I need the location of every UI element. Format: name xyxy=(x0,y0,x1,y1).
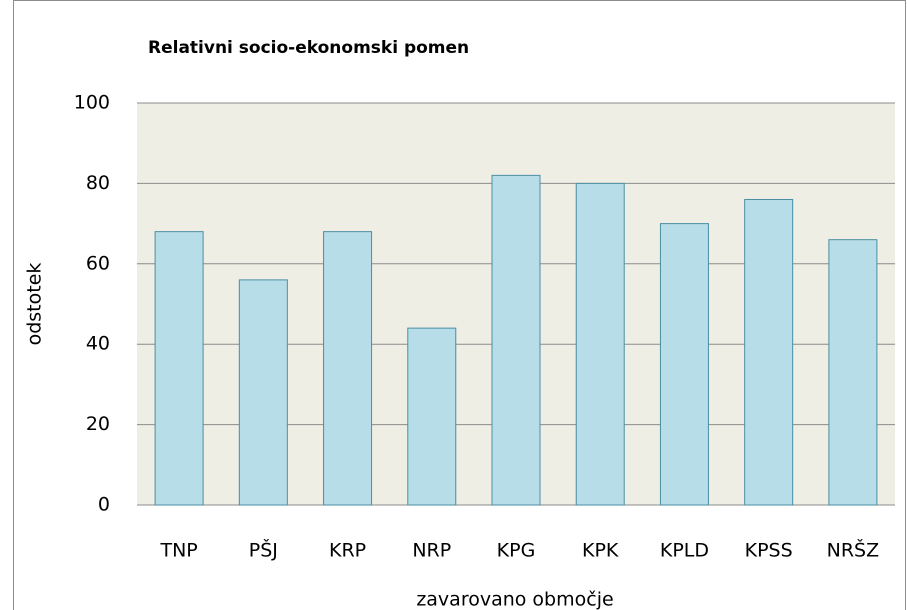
x-tick-label: KRP xyxy=(329,540,366,562)
y-tick-label: 20 xyxy=(86,413,110,435)
y-axis-label: odstotek xyxy=(24,263,46,346)
bar xyxy=(407,327,457,506)
x-axis-label: zavarovano območje xyxy=(416,589,613,610)
y-tick-label: 100 xyxy=(74,92,110,114)
bar xyxy=(491,174,541,506)
y-tick-label: 40 xyxy=(86,333,110,355)
chart-title: Relativni socio-ekonomski pomen xyxy=(148,38,469,58)
y-tick-label: 60 xyxy=(86,252,110,274)
bar xyxy=(154,231,204,506)
bar xyxy=(659,223,709,506)
bar xyxy=(238,279,288,506)
x-tick-label: NRŠZ xyxy=(827,538,880,562)
x-tick-label: NRP xyxy=(412,540,451,562)
bar xyxy=(744,198,794,506)
x-tick-label: KPLD xyxy=(660,540,709,562)
x-tick-label: KPG xyxy=(497,540,536,562)
y-tick-label: 0 xyxy=(98,494,110,516)
bar xyxy=(575,182,625,506)
x-tick-label: TNP xyxy=(159,540,197,562)
x-tick-label: KPSS xyxy=(745,540,793,562)
bar xyxy=(828,239,878,506)
bar xyxy=(323,231,373,506)
x-tick-label: PŠJ xyxy=(249,538,278,562)
x-tick-label: KPK xyxy=(582,540,619,562)
y-tick-label: 80 xyxy=(86,172,110,194)
